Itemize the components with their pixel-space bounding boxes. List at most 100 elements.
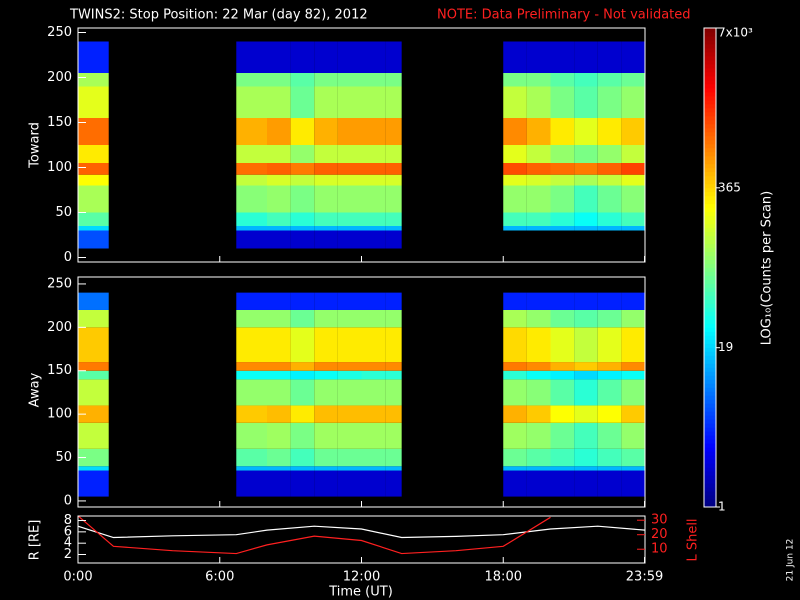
colorbar-step <box>704 123 716 129</box>
heat-cell <box>290 292 315 310</box>
colorbar-step <box>704 247 716 253</box>
colorbar-tick-label: 7x10³ <box>718 26 753 40</box>
heat-cell <box>597 448 622 467</box>
heat-cell <box>314 470 338 497</box>
heat-cell <box>574 185 598 213</box>
heat-cell <box>361 163 386 175</box>
colorbar-step <box>704 459 716 464</box>
heat-cell <box>236 230 267 249</box>
y-tick-label: 30 <box>651 513 668 528</box>
colorbar-step <box>704 207 716 213</box>
heat-cell <box>574 466 598 471</box>
heat-cell <box>597 226 622 231</box>
y-tick-label: 0 <box>64 250 72 265</box>
heat-cell <box>385 379 402 406</box>
heat-cell <box>597 41 622 73</box>
heat-cell <box>267 309 291 328</box>
y2-label: L Shell <box>686 518 701 561</box>
heat-cell <box>621 212 645 226</box>
y-tick-label: 4 <box>64 536 72 551</box>
colorbar-step <box>704 463 716 468</box>
heat-cell <box>385 118 402 145</box>
heat-cell <box>236 226 267 231</box>
heat-cell <box>574 212 598 226</box>
heat-cell <box>503 212 527 226</box>
heat-cell <box>290 470 315 497</box>
heat-cell <box>361 379 386 406</box>
y-tick-label: 150 <box>47 363 72 378</box>
colorbar-step <box>704 219 716 225</box>
heat-cell <box>526 174 551 186</box>
heat-cell <box>267 163 291 175</box>
heat-cell <box>236 448 267 467</box>
heat-cell <box>385 163 402 175</box>
heat-cell <box>267 212 291 226</box>
colorbar-step <box>704 163 716 169</box>
heat-cell <box>78 405 109 423</box>
colorbar-step <box>704 179 716 185</box>
colorbar-step <box>704 171 716 177</box>
colorbar-step <box>704 367 716 372</box>
colorbar-step <box>704 251 716 257</box>
x-tick-label: 12:00 <box>343 570 380 585</box>
heat-cell <box>78 379 109 406</box>
heat-cell <box>290 163 315 175</box>
heat-cell <box>337 174 362 186</box>
heat-cell <box>361 422 386 449</box>
colorbar-step <box>704 119 716 125</box>
heat-cell <box>550 212 575 226</box>
colorbar-tick-label: 365 <box>718 180 741 194</box>
heat-cell <box>267 405 291 423</box>
heat-cell <box>78 448 109 467</box>
heat-cell <box>597 422 622 449</box>
colorbar-step <box>704 419 716 424</box>
heat-cell <box>621 466 645 471</box>
heat-cell <box>597 309 622 328</box>
heat-cell <box>290 174 315 186</box>
colorbar-step <box>704 479 716 484</box>
heat-cell <box>503 41 527 73</box>
chart-title: TWINS2: Stop Position: 22 Mar (day 82), … <box>69 8 368 23</box>
x-tick-label: 23:59 <box>626 570 663 585</box>
heat-cell <box>621 41 645 73</box>
colorbar-step <box>704 183 716 189</box>
heat-cell <box>337 292 362 310</box>
heat-cell <box>503 73 527 87</box>
heat-cell <box>236 41 267 73</box>
heat-cell <box>314 327 338 363</box>
heat-cell <box>503 163 527 175</box>
colorbar-step <box>704 43 716 49</box>
heat-cell <box>621 422 645 449</box>
heat-cell <box>267 466 291 471</box>
colorbar-step <box>704 115 716 121</box>
heat-cell <box>503 370 527 380</box>
heat-cell <box>267 292 291 310</box>
heat-cell <box>597 73 622 87</box>
heat-cell <box>597 362 622 371</box>
heat-cell <box>574 118 598 145</box>
heat-cell <box>503 448 527 467</box>
heat-cell <box>597 466 622 471</box>
heat-cell <box>574 174 598 186</box>
heat-cell <box>361 174 386 186</box>
colorbar-step <box>704 139 716 145</box>
heat-cell <box>361 370 386 380</box>
heat-cell <box>550 370 575 380</box>
heat-cell <box>267 145 291 163</box>
heat-cell <box>236 163 267 175</box>
y-tick-label: 200 <box>47 320 72 335</box>
colorbar-step <box>704 147 716 153</box>
heat-cell <box>267 230 291 249</box>
heat-cell <box>290 309 315 328</box>
heat-cell <box>503 309 527 328</box>
heat-cell <box>236 212 267 226</box>
heat-cell <box>267 362 291 371</box>
heat-cell <box>621 185 645 213</box>
colorbar-step <box>704 267 716 272</box>
heat-cell <box>574 405 598 423</box>
heat-cell <box>337 73 362 87</box>
colorbar-step <box>704 299 716 304</box>
colorbar-step <box>704 215 716 221</box>
heat-cell <box>550 226 575 231</box>
heat-cell <box>337 145 362 163</box>
